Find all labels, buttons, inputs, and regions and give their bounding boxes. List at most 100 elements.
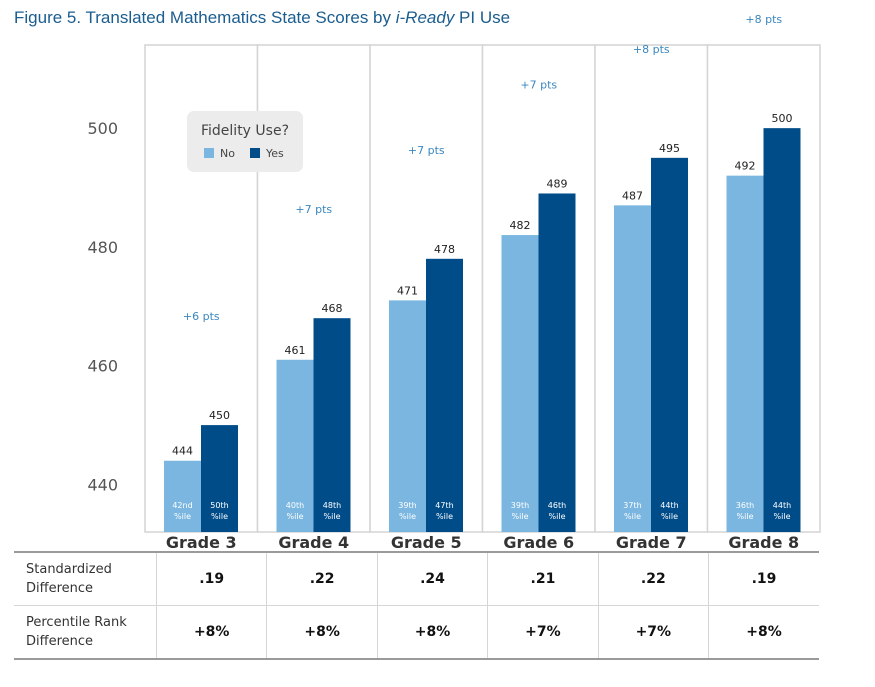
bar-yes (538, 193, 576, 532)
category-label: Grade 7 (616, 533, 687, 552)
percentile-label: 39th (511, 501, 529, 510)
difference-annotation: +7 pts (295, 203, 332, 216)
category-label: Grade 3 (166, 533, 237, 552)
percentile-label: %ile (624, 512, 641, 521)
row-label-line: Difference (26, 581, 94, 596)
bar-no (726, 175, 764, 532)
bar-no (614, 205, 651, 533)
bar-value-label: 468 (322, 302, 343, 315)
table-cell: .24 (376, 551, 488, 606)
difference-annotation: +7 pts (520, 78, 557, 91)
bar-value-label: 500 (772, 112, 793, 125)
table-row: Standardized Difference .19 .22 .24 .21 .… (14, 551, 819, 606)
bar-value-label: 471 (397, 284, 418, 297)
percentile-label: 40th (286, 501, 304, 510)
row-label-line: Percentile Rank (26, 615, 127, 630)
table-cell: .19 (708, 551, 819, 606)
stats-table: Standardized Difference .19 .22 .24 .21 .… (14, 551, 819, 660)
y-tick-label: 500 (87, 119, 118, 138)
bar-no (164, 460, 201, 532)
category-label: Grade 5 (391, 533, 462, 552)
table-cell: +7% (597, 605, 709, 660)
y-axis: 440 460 480 500 (87, 119, 118, 494)
figure-title: Figure 5. Translated Mathematics State S… (14, 8, 510, 28)
legend-label-yes: Yes (265, 147, 284, 160)
table-cell: +8% (376, 605, 488, 660)
category-label: Grade 6 (503, 533, 574, 552)
bar-value-label: 487 (622, 189, 643, 202)
table-cell: +8% (155, 605, 267, 660)
table-cell: +8% (266, 605, 378, 660)
row-label-line: Standardized (26, 562, 112, 577)
bar-no (389, 300, 426, 532)
percentile-label: 36th (736, 501, 754, 510)
table-cell: .22 (597, 551, 709, 606)
legend-swatch-yes (250, 148, 260, 158)
category-label: Grade 4 (278, 533, 349, 552)
percentile-label: 39th (398, 501, 416, 510)
legend-swatch-no (204, 148, 214, 158)
difference-annotation: +6 pts (183, 310, 220, 323)
table-cell: .22 (266, 551, 378, 606)
bar-yes (763, 128, 801, 532)
bars (164, 128, 801, 533)
table-cell: .21 (487, 551, 599, 606)
bar-yes (651, 157, 688, 532)
percentile-label: %ile (661, 512, 678, 521)
bar-labels: 444 450 42nd %ile 50th %ile +6 pts Grade 3 461 46… (166, 13, 799, 552)
bar-value-label: 482 (510, 219, 531, 232)
bar-value-label: 495 (659, 142, 680, 155)
legend-title: Fidelity Use? (201, 123, 289, 139)
table-cell: +8% (708, 605, 819, 660)
difference-annotation: +8 pts (745, 13, 782, 26)
y-tick-label: 480 (87, 238, 118, 257)
y-tick-label: 440 (87, 475, 118, 494)
percentile-label: %ile (399, 512, 416, 521)
percentile-label: 44th (660, 501, 678, 510)
legend-box (187, 111, 303, 172)
percentile-label: 48th (323, 501, 341, 510)
legend-label-no: No (220, 147, 235, 160)
percentile-label: %ile (287, 512, 304, 521)
difference-annotation: +8 pts (633, 43, 670, 56)
bar-value-label: 444 (172, 445, 193, 458)
percentile-label: 47th (435, 501, 453, 510)
row-label: Percentile Rank Difference (14, 605, 157, 660)
bar-value-label: 450 (209, 409, 230, 422)
percentile-label: 42nd (172, 501, 192, 510)
percentile-label: %ile (512, 512, 529, 521)
percentile-label: 46th (548, 501, 566, 510)
percentile-label: %ile (436, 512, 453, 521)
bar-yes (313, 318, 351, 532)
percentile-label: 50th (210, 501, 228, 510)
row-label: Standardized Difference (14, 551, 157, 606)
percentile-label: %ile (774, 512, 791, 521)
bar-value-label: 489 (547, 177, 568, 190)
percentile-label: %ile (737, 512, 754, 521)
y-tick-label: 460 (87, 357, 118, 376)
figure-title-prefix: Figure 5. Translated Mathematics State S… (14, 8, 396, 27)
percentile-label: %ile (211, 512, 228, 521)
bar-value-label: 478 (434, 243, 455, 256)
category-label: Grade 8 (728, 533, 799, 552)
difference-annotation: +7 pts (408, 144, 445, 157)
legend: Fidelity Use? No Yes (187, 111, 303, 172)
table-cell: +7% (487, 605, 599, 660)
bar-value-label: 461 (285, 344, 306, 357)
table-cell: .19 (155, 551, 267, 606)
figure-title-suffix: PI Use (454, 8, 511, 27)
figure-title-italic: i-Ready (395, 8, 455, 27)
percentile-label: 44th (773, 501, 791, 510)
row-label-line: Difference (26, 634, 94, 649)
bar-no (501, 235, 539, 533)
percentile-label: 37th (623, 501, 641, 510)
bar-yes (426, 258, 463, 532)
percentile-label: %ile (324, 512, 341, 521)
bar-chart: 440 460 480 500 444 450 42nd %ile 50th %ile +6 pt… (87, 13, 821, 552)
percentile-label: %ile (549, 512, 566, 521)
table-row: Percentile Rank Difference +8% +8% +8% +7… (14, 605, 819, 660)
bar-yes (201, 425, 238, 532)
bar-value-label: 492 (735, 160, 756, 173)
bar-no (276, 359, 314, 532)
percentile-label: %ile (174, 512, 191, 521)
